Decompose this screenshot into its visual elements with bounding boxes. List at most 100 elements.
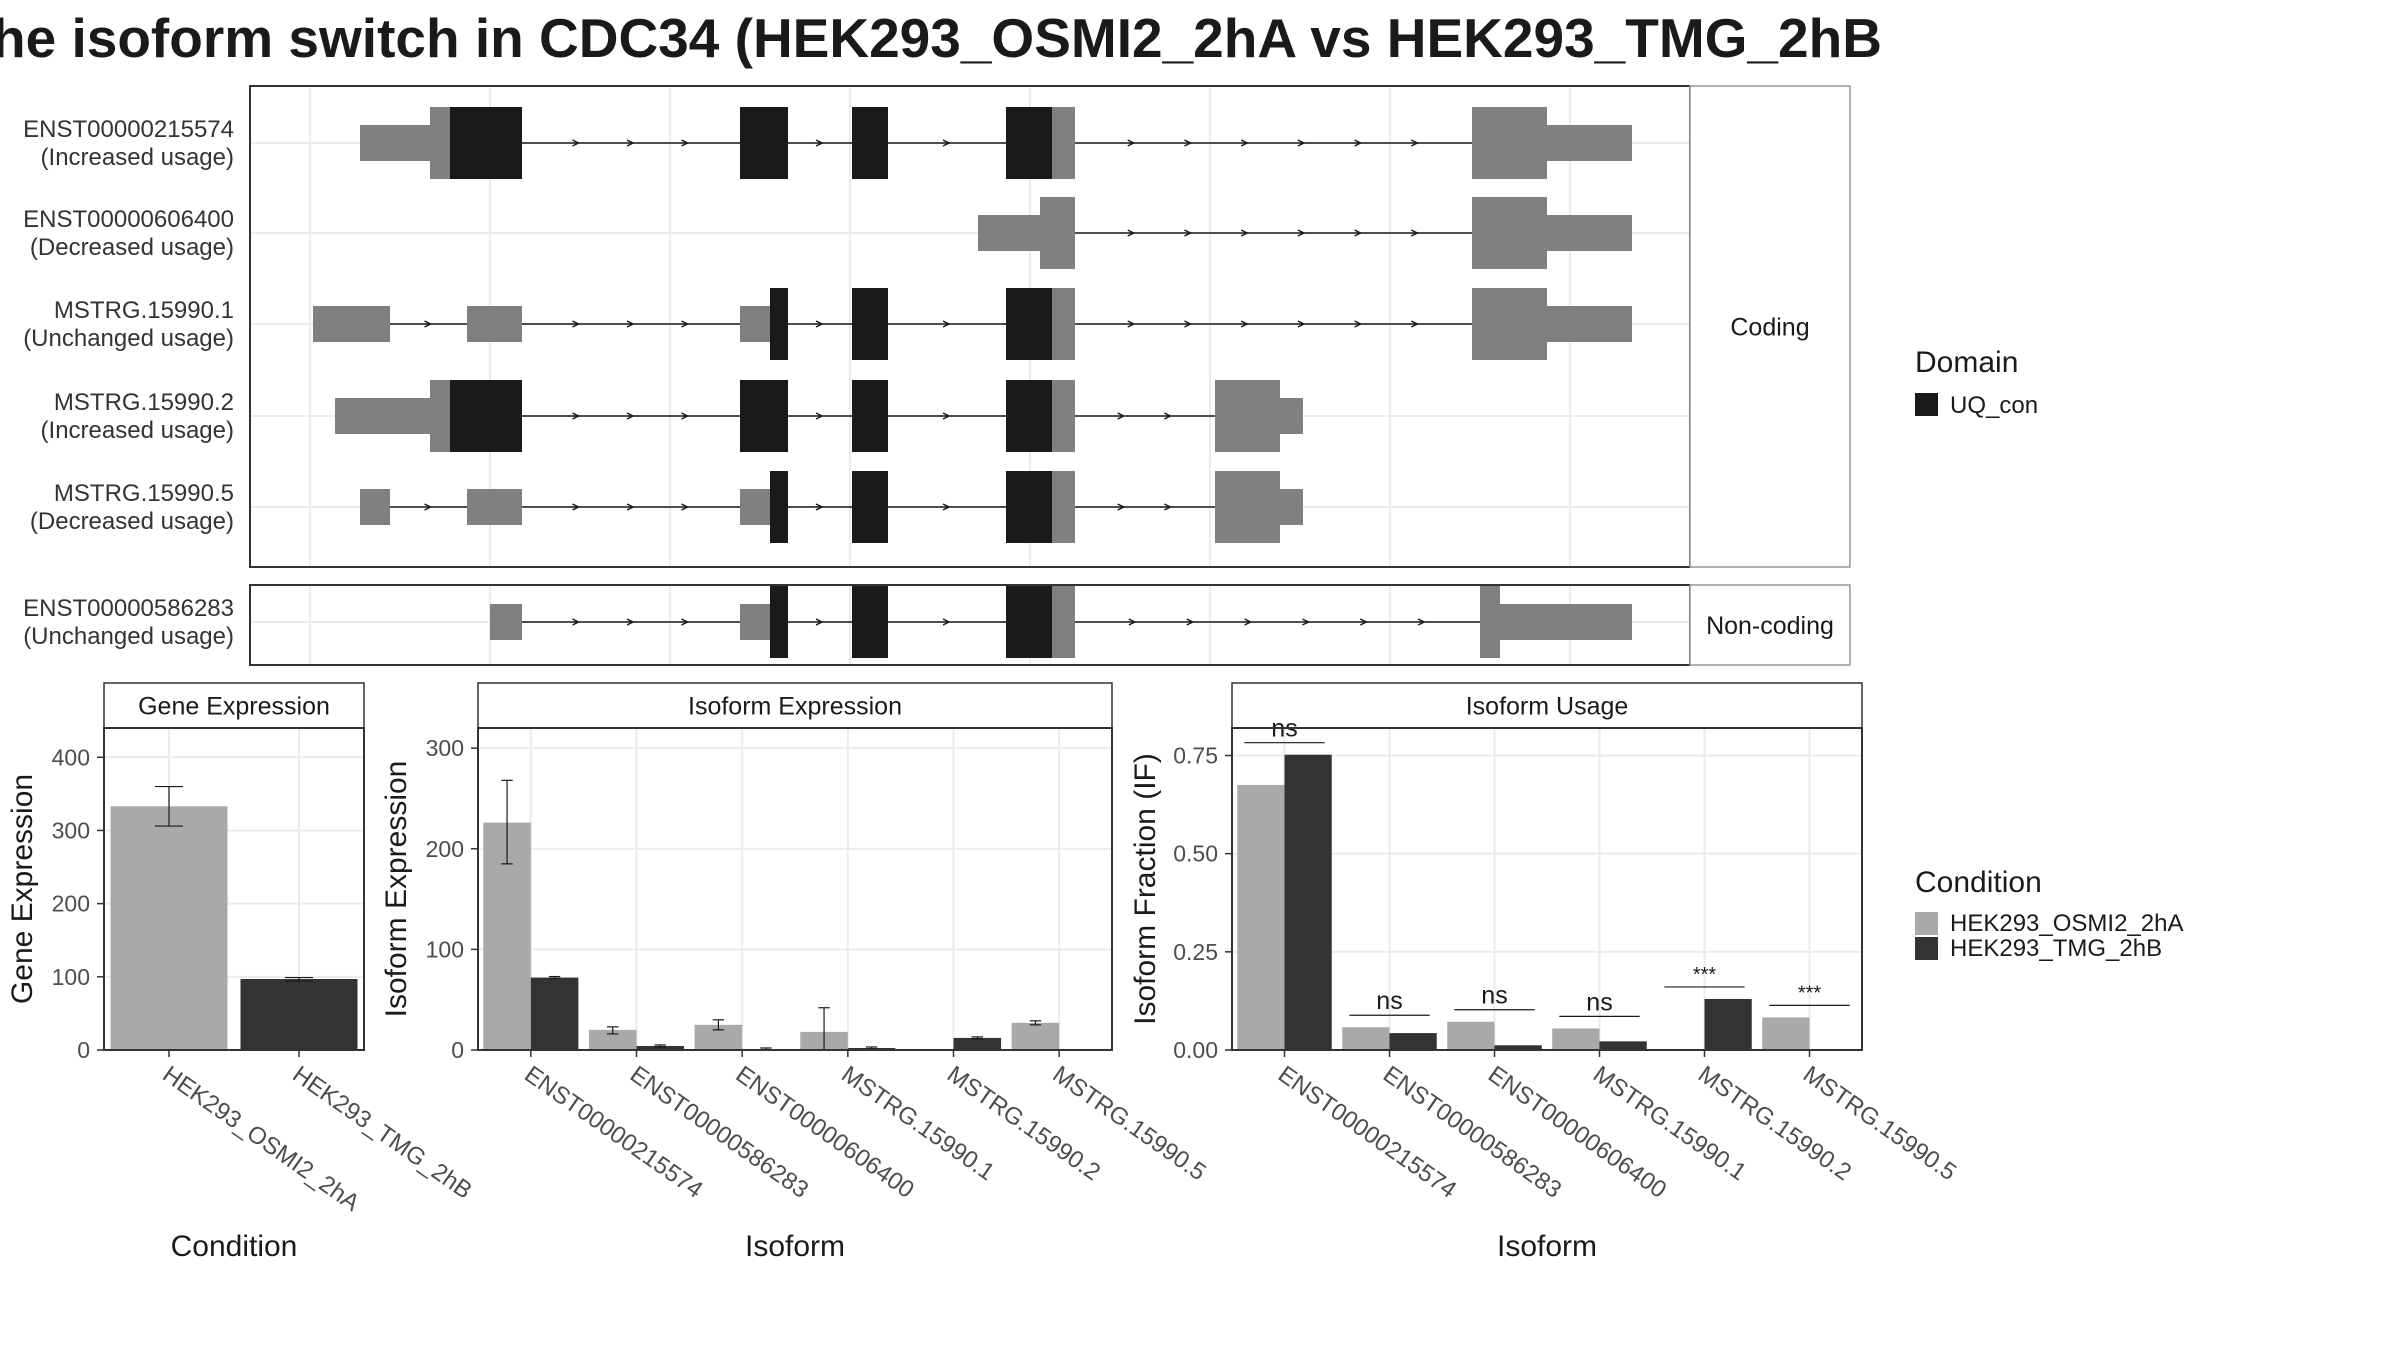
transcript-usage: (Increased usage)	[41, 417, 234, 444]
bar	[953, 1037, 1002, 1050]
intron-arrow	[681, 412, 690, 420]
bar	[588, 1029, 637, 1050]
intron-arrow	[1244, 618, 1253, 626]
intron-arrow	[626, 139, 635, 147]
intron-arrow	[1410, 320, 1419, 328]
chart-strip	[1231, 682, 1863, 729]
utr-exon	[490, 604, 522, 640]
chart-panel-bg	[478, 728, 1112, 1050]
domain-exon	[740, 107, 788, 179]
intron-arrow	[1127, 229, 1136, 237]
legend-condition-title: Condition	[1915, 866, 2042, 899]
y-axis-title: Isoform Fraction (IF)	[1129, 753, 1162, 1025]
chart-panel-bg	[1232, 728, 1862, 1050]
chart-title: Isoform Usage	[1466, 693, 1629, 721]
facet-strip	[1689, 584, 1851, 666]
transcript-usage: (Unchanged usage)	[23, 623, 234, 650]
utr-exon	[1547, 125, 1632, 161]
domain-exon	[1006, 107, 1052, 179]
domain-exon	[1006, 380, 1052, 452]
utr-exon	[467, 489, 522, 525]
bar	[1552, 1028, 1600, 1050]
significance-label: ***	[1798, 982, 1822, 1004]
transcript-id: ENST00000586283	[23, 595, 234, 622]
intron-arrow	[572, 412, 581, 420]
intron-arrow	[1410, 229, 1419, 237]
intron-arrow	[681, 618, 690, 626]
utr-exon	[360, 125, 430, 161]
bar	[1237, 784, 1285, 1050]
intron-arrow	[1184, 320, 1193, 328]
intron-arrow	[1410, 139, 1419, 147]
bar	[110, 806, 228, 1050]
domain-exon	[852, 380, 888, 452]
significance-label: ***	[1693, 964, 1717, 986]
bar	[636, 1045, 685, 1050]
intron-arrow	[815, 320, 824, 328]
legend-condition-label: HEK293_OSMI2_2hA	[1950, 910, 2183, 937]
utr-exon	[1280, 398, 1303, 434]
intron-arrow	[1128, 618, 1137, 626]
coding-exon	[1472, 197, 1547, 269]
utr-exon	[335, 398, 430, 434]
x-axis-title: Condition	[171, 1230, 298, 1263]
intron-arrow	[424, 320, 433, 328]
legend-domain-label: UQ_con	[1950, 392, 2038, 419]
intron-arrow	[815, 412, 824, 420]
legend-domain-swatch	[1915, 393, 1938, 416]
intron-arrow	[1240, 320, 1249, 328]
intron-arrow	[626, 320, 635, 328]
intron-arrow	[1354, 139, 1363, 147]
utr-exon	[1547, 306, 1632, 342]
y-tick-label: 0.00	[1173, 1037, 1218, 1063]
chart-panel-border	[103, 727, 365, 1051]
intron-arrow	[626, 618, 635, 626]
transcript-id: MSTRG.15990.1	[54, 297, 234, 324]
significance-label: ns	[1586, 988, 1612, 1016]
bar	[1494, 1045, 1542, 1050]
domain-exon	[770, 586, 788, 658]
coding-exon	[1052, 586, 1075, 658]
y-tick-label: 0.75	[1173, 742, 1218, 768]
facet-label: Coding	[1730, 314, 1809, 342]
domain-exon	[1006, 288, 1052, 360]
y-tick-label: 0	[77, 1037, 90, 1063]
x-tick-label: ENST00000586283	[1378, 1061, 1566, 1204]
bar	[1011, 1022, 1060, 1050]
y-tick-label: 100	[52, 964, 90, 990]
domain-exon	[740, 380, 788, 452]
intron-arrow	[572, 503, 581, 511]
intron-arrow	[1359, 618, 1368, 626]
transcript-id: MSTRG.15990.2	[54, 389, 234, 416]
y-axis-title: Isoform Expression	[380, 761, 413, 1018]
transcript-usage: (Decreased usage)	[30, 508, 234, 535]
intron-arrow	[942, 503, 951, 511]
intron-arrow	[1184, 139, 1193, 147]
domain-exon	[450, 107, 522, 179]
domain-exon	[852, 288, 888, 360]
y-axis-title: Gene Expression	[6, 774, 39, 1004]
intron-arrow	[1297, 320, 1306, 328]
intron-arrow	[681, 139, 690, 147]
intron-arrow	[1302, 618, 1311, 626]
bar	[530, 977, 579, 1050]
domain-exon	[1006, 471, 1052, 543]
y-tick-label: 200	[52, 891, 90, 917]
transcript-id: ENST00000215574	[23, 116, 234, 143]
utr-exon	[1500, 604, 1632, 640]
utr-exon	[740, 306, 770, 342]
intron-arrow	[1354, 320, 1363, 328]
transcript-usage: (Increased usage)	[41, 144, 234, 171]
y-tick-label: 300	[426, 735, 464, 761]
intron-arrow	[424, 503, 433, 511]
domain-exon	[1006, 586, 1052, 658]
transcript-usage: (Decreased usage)	[30, 234, 234, 261]
y-tick-label: 300	[52, 817, 90, 843]
utr-exon	[740, 604, 770, 640]
y-tick-label: 0	[451, 1037, 464, 1063]
x-tick-label: ENST00000215574	[519, 1061, 707, 1204]
coding-exon	[1052, 380, 1075, 452]
chart-panel-border	[477, 727, 1113, 1051]
bar	[1762, 1017, 1810, 1050]
